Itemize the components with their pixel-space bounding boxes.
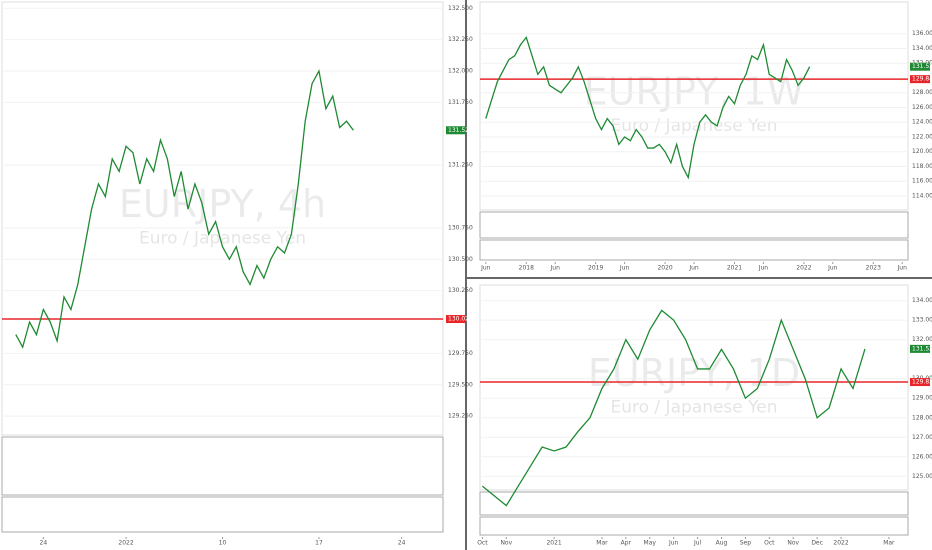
x-tick-label: Nov bbox=[787, 540, 799, 547]
y-tick-label: 134.000 bbox=[912, 45, 932, 52]
y-tick-label: 128.000 bbox=[912, 89, 932, 96]
indicator-pane bbox=[479, 211, 909, 239]
watermark: EURJPY, 4h bbox=[119, 182, 326, 226]
watermark-sub: Euro / Japanese Yen bbox=[610, 398, 777, 418]
x-tick-label: 10 bbox=[219, 540, 227, 547]
x-tick-label: Mar bbox=[883, 540, 895, 547]
y-tick-label: 132.000 bbox=[448, 68, 473, 75]
x-tick-label: 2019 bbox=[588, 265, 603, 272]
y-tick-label: 126.000 bbox=[912, 453, 932, 460]
y-tick-label: 122.000 bbox=[912, 133, 932, 140]
level-label: 129.840 bbox=[912, 76, 932, 83]
x-tick-label: Nov bbox=[500, 540, 512, 547]
x-tick-label: 17 bbox=[315, 540, 323, 547]
y-tick-label: 118.000 bbox=[912, 163, 932, 170]
x-tick-label: Sep bbox=[740, 540, 752, 547]
x-tick-label: Dec bbox=[811, 540, 823, 547]
y-tick-label: 129.000 bbox=[912, 395, 932, 402]
y-tick-label: 132.500 bbox=[448, 5, 473, 12]
y-tick-label: 129.250 bbox=[448, 413, 473, 420]
x-tick-label: Jun bbox=[897, 265, 908, 272]
watermark-sub: Euro / Japanese Yen bbox=[139, 229, 306, 249]
x-tick-label: Apr bbox=[621, 540, 632, 547]
y-tick-label: 131.750 bbox=[448, 99, 473, 106]
watermark-sub: Euro / Japanese Yen bbox=[610, 116, 777, 136]
x-tick-label: Jun bbox=[480, 265, 491, 272]
plot-frame bbox=[479, 284, 909, 491]
indicator-pane bbox=[1, 436, 444, 496]
y-tick-label: 120.000 bbox=[912, 148, 932, 155]
x-tick-label: Jun bbox=[550, 265, 561, 272]
plot-frame bbox=[1, 1, 444, 436]
x-tick-label: 2021 bbox=[546, 540, 561, 547]
y-tick-label: 130.500 bbox=[448, 256, 473, 263]
x-tick-label: 2022 bbox=[118, 540, 133, 547]
y-tick-label: 129.500 bbox=[448, 381, 473, 388]
x-tick-label: Jun bbox=[688, 265, 699, 272]
price-label: 131.528 bbox=[448, 127, 473, 134]
x-tick-label: Mar bbox=[596, 540, 608, 547]
x-tick-label: Jun bbox=[758, 265, 769, 272]
y-tick-label: 130.250 bbox=[448, 287, 473, 294]
y-tick-label: 128.000 bbox=[912, 414, 932, 421]
y-tick-label: 116.000 bbox=[912, 178, 932, 185]
y-tick-label: 131.250 bbox=[448, 162, 473, 169]
x-tick-label: Aug bbox=[716, 540, 728, 547]
y-tick-label: 133.000 bbox=[912, 317, 932, 324]
y-tick-label: 132.000 bbox=[912, 336, 932, 343]
level-tag bbox=[446, 315, 466, 324]
x-tick-label: Oct bbox=[477, 540, 488, 547]
y-tick-label: 132.250 bbox=[448, 36, 473, 43]
x-tick-label: 24 bbox=[398, 540, 406, 547]
watermark: EURJPY, 1D bbox=[588, 351, 800, 395]
x-tick-label: 2023 bbox=[866, 265, 881, 272]
x-tick-label: 2020 bbox=[657, 265, 672, 272]
y-tick-label: 130.750 bbox=[448, 224, 473, 231]
y-tick-label: 134.000 bbox=[912, 297, 932, 304]
x-tick-label: Oct bbox=[764, 540, 775, 547]
x-tick-label: May bbox=[644, 540, 657, 547]
y-tick-label: 124.000 bbox=[912, 119, 932, 126]
price-line bbox=[15, 69, 354, 349]
price-tag bbox=[910, 344, 930, 353]
indicator-pane bbox=[1, 496, 444, 533]
y-tick-label: 127.000 bbox=[912, 434, 932, 441]
y-tick-label: 136.000 bbox=[912, 30, 932, 37]
price-line bbox=[485, 36, 811, 180]
y-tick-label: 125.000 bbox=[912, 473, 932, 480]
x-tick-label: 24 bbox=[40, 540, 48, 547]
price-tag bbox=[446, 126, 466, 135]
level-label: 130.024 bbox=[448, 316, 473, 323]
x-tick-label: Jun bbox=[668, 540, 679, 547]
indicator-pane bbox=[479, 516, 909, 536]
level-label: 129.829 bbox=[912, 379, 932, 386]
price-label: 131.528 bbox=[912, 345, 932, 352]
x-tick-label: Jun bbox=[827, 265, 838, 272]
x-tick-label: Jun bbox=[619, 265, 630, 272]
watermark: EURJPY, 1W bbox=[584, 70, 805, 114]
x-tick-label: 2018 bbox=[519, 265, 534, 272]
plot-frame bbox=[479, 1, 909, 211]
price-tag bbox=[910, 62, 930, 71]
price-label: 131.528 bbox=[912, 63, 932, 70]
price-line bbox=[481, 309, 866, 507]
level-tag bbox=[910, 75, 930, 84]
x-tick-label: 2022 bbox=[796, 265, 811, 272]
indicator-pane bbox=[479, 491, 909, 516]
indicator-pane bbox=[479, 239, 909, 261]
y-tick-label: 126.000 bbox=[912, 104, 932, 111]
y-tick-label: 114.000 bbox=[912, 192, 932, 199]
y-tick-label: 129.750 bbox=[448, 350, 473, 357]
level-tag bbox=[910, 378, 930, 387]
x-tick-label: 2021 bbox=[727, 265, 742, 272]
x-tick-label: Jul bbox=[693, 540, 702, 547]
x-tick-label: 2022 bbox=[833, 540, 848, 547]
